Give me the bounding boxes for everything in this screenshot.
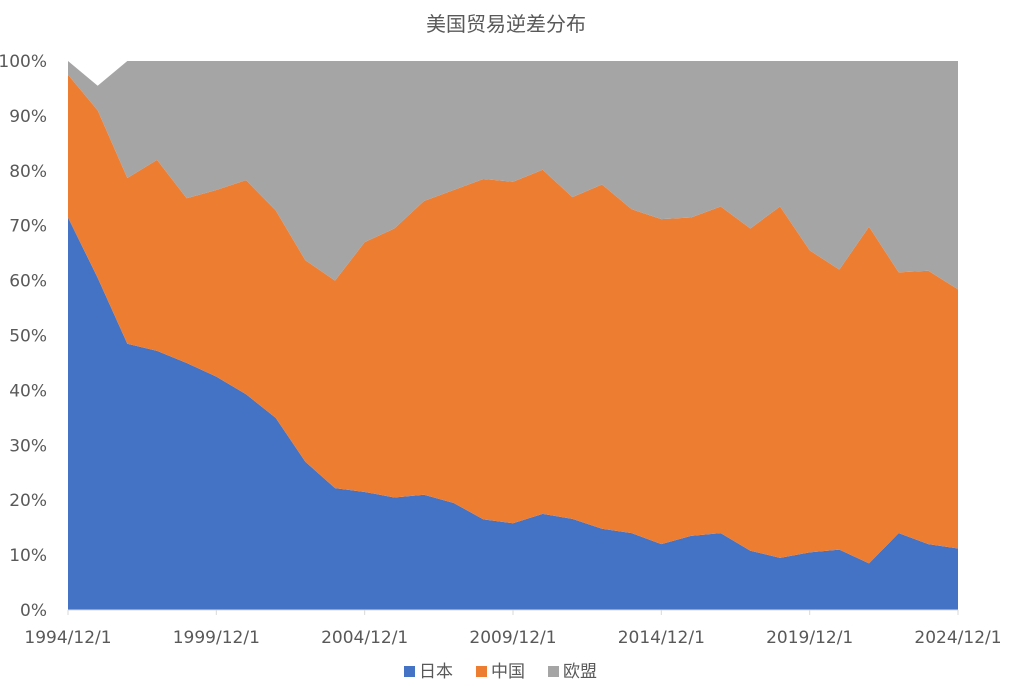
x-tick-label: 2024/12/1 [914,628,1001,648]
y-tick-label: 30% [9,436,47,456]
legend-swatch-2 [548,666,559,677]
x-tick-label: 2009/12/1 [469,628,556,648]
y-tick-label: 60% [9,272,47,292]
legend: 日本 中国 欧盟 [404,662,597,682]
y-tick-label: 0% [20,601,47,621]
legend-label-0: 日本 [419,662,453,682]
legend-label-2: 欧盟 [563,662,597,682]
y-tick-label: 50% [9,327,47,347]
x-tick-label: 1999/12/1 [173,628,260,648]
y-tick-label: 100% [0,52,47,72]
area-series-0 [68,217,958,610]
axis-layer: 0% 10% 20% 30% 40% 50% 60% 70% 80% 90% 100% 1994/12… [0,52,1002,648]
x-tick-label: 1994/12/1 [24,628,111,648]
y-tick-label: 90% [9,107,47,127]
area-layer [68,61,958,610]
y-tick-label: 70% [9,217,47,237]
legend-swatch-1 [476,666,487,677]
x-tick-label: 2019/12/1 [766,628,853,648]
legend-swatch-0 [404,666,415,677]
y-tick-label: 10% [9,546,47,566]
area-series-1 [68,74,958,564]
legend-label-1: 中国 [491,662,525,682]
area-series-2 [68,61,958,290]
y-tick-label: 20% [9,491,47,511]
x-tick-label: 2004/12/1 [321,628,408,648]
x-tick-label: 2014/12/1 [618,628,705,648]
y-tick-label: 40% [9,381,47,401]
y-tick-label: 80% [9,162,47,182]
chart-title: 美国贸易逆差分布 [426,12,586,36]
